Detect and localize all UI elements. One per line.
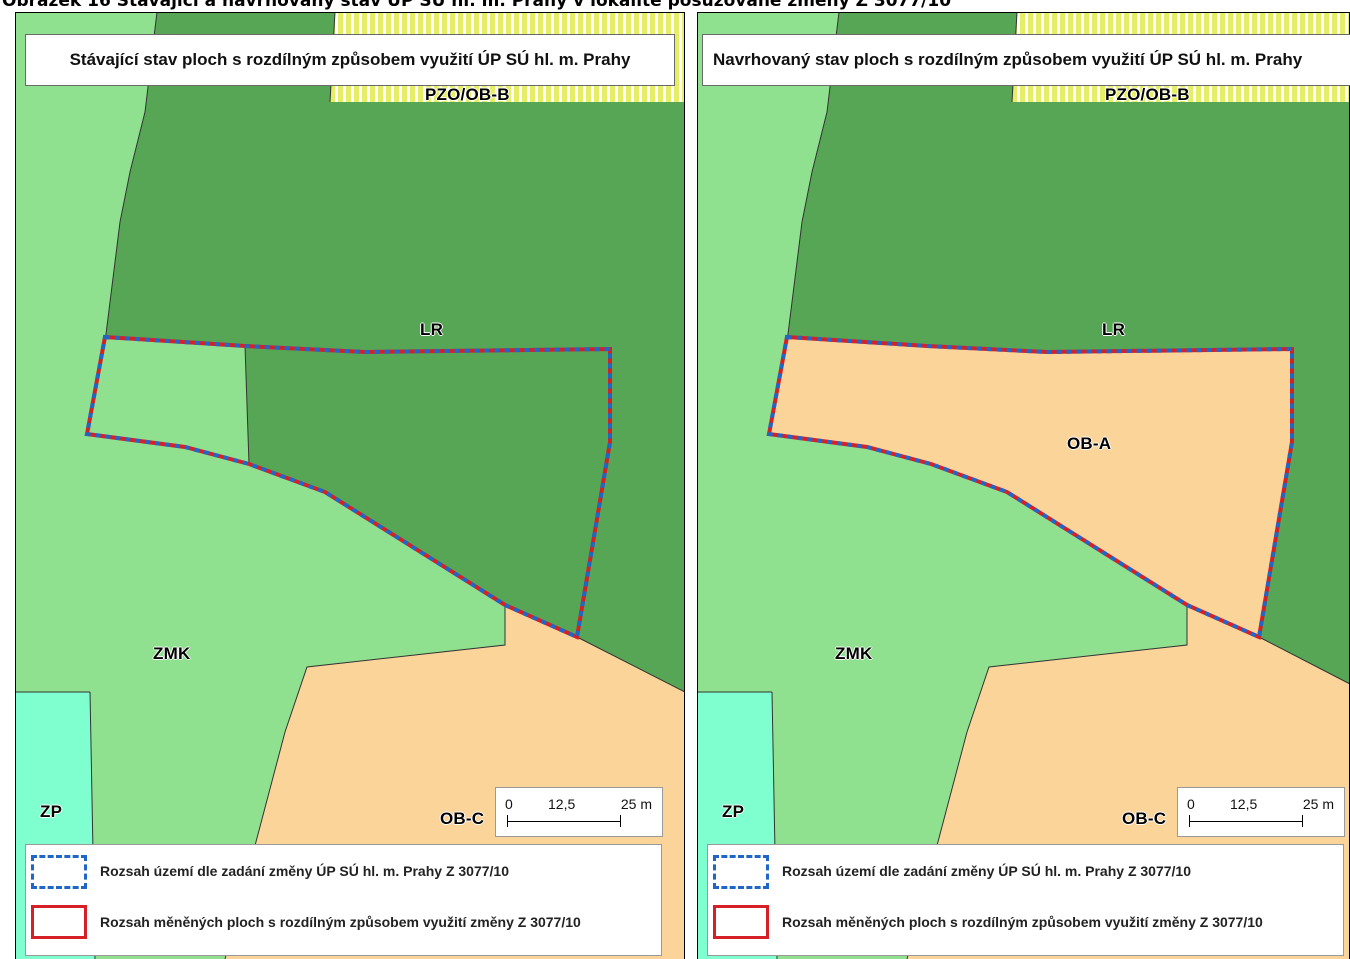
scale-line	[507, 821, 620, 822]
legend-blue-label: Rozsah území dle zadání změny ÚP SÚ hl. …	[100, 863, 509, 879]
legend-red-solid-symbol	[31, 905, 87, 939]
existing-state-map: Stávající stav ploch s rozdílným způsobe…	[15, 12, 685, 959]
scale-label-end: 25 m	[1302, 796, 1334, 812]
legend: Rozsah území dle zadání změny ÚP SÚ hl. …	[707, 844, 1344, 956]
scale-bar: 0 12,5 25 m	[495, 787, 663, 837]
scale-bar: 0 12,5 25 m	[1177, 787, 1345, 837]
legend-red-label: Rozsah měněných ploch s rozdílným způsob…	[100, 914, 581, 930]
scale-label-mid: 12,5	[1230, 796, 1258, 812]
zmk-meadow-west	[15, 12, 157, 434]
map-title-existing: Stávající stav ploch s rozdílným způsobe…	[25, 34, 675, 86]
zmk-meadow-inset	[90, 339, 249, 464]
label-pzo-ob-b: PZO/OB-B	[1105, 85, 1190, 104]
zmk-meadow-south	[15, 434, 505, 959]
label-lr: LR	[420, 320, 444, 339]
label-zmk: ZMK	[835, 644, 873, 663]
legend: Rozsah území dle zadání změny ÚP SÚ hl. …	[25, 844, 662, 956]
label-lr: LR	[1102, 320, 1126, 339]
scale-label-mid: 12,5	[548, 796, 576, 812]
legend-blue-dashed-symbol	[713, 855, 769, 889]
label-ob-a: OB-A	[1067, 434, 1112, 453]
proposed-map-canvas	[697, 12, 1350, 959]
label-zp: ZP	[722, 802, 745, 821]
label-ob-c: OB-C	[1122, 809, 1167, 828]
scale-tick-end	[620, 815, 621, 827]
legend-blue-dashed-symbol	[31, 855, 87, 889]
scale-tick-end	[1302, 815, 1303, 827]
zmk-meadow-south	[697, 434, 1187, 959]
label-ob-c: OB-C	[440, 809, 485, 828]
map-title-proposed: Navrhovaný stav ploch s rozdílným způsob…	[702, 34, 1350, 86]
scale-label-end: 25 m	[620, 796, 652, 812]
label-zmk: ZMK	[153, 644, 191, 663]
scale-label-0: 0	[505, 796, 513, 812]
ob-a-proposed-area	[769, 337, 1292, 637]
zmk-meadow-west	[697, 12, 839, 434]
proposed-state-map: Navrhovaný stav ploch s rozdílným způsob…	[697, 12, 1350, 959]
change-area-outline-blue	[766, 334, 1294, 640]
legend-blue-label: Rozsah území dle zadání změny ÚP SÚ hl. …	[782, 863, 1191, 879]
label-zp: ZP	[40, 802, 63, 821]
label-pzo-ob-b: PZO/OB-B	[425, 85, 510, 104]
figure-caption: Obrázek 16 Stávající a navrhovaný stav Ú…	[2, 0, 952, 11]
legend-red-label: Rozsah měněných ploch s rozdílným způsob…	[782, 914, 1263, 930]
change-area-outline-blue	[84, 334, 612, 640]
legend-red-solid-symbol	[713, 905, 769, 939]
scale-line	[1189, 821, 1302, 822]
scale-label-0: 0	[1187, 796, 1195, 812]
